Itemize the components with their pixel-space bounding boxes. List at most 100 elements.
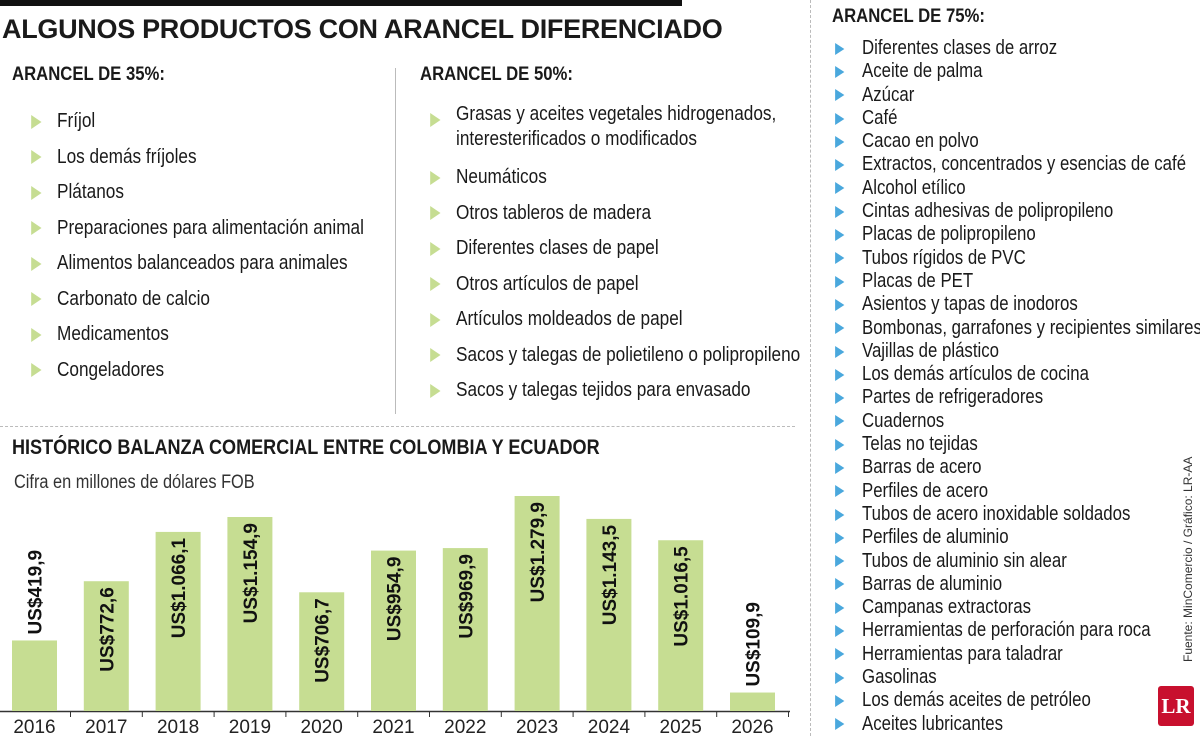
bullet-triangle-icon — [835, 438, 845, 451]
bullet-triangle-icon — [835, 625, 845, 638]
category-label: 2017 — [85, 717, 127, 736]
list-item: Los demás fríjoles — [31, 140, 364, 176]
list-item: Herramientas para taladrar — [835, 643, 1200, 666]
list-item: Perfiles de acero — [835, 480, 1200, 503]
bar-2020 — [299, 592, 345, 711]
bullet-triangle-icon — [835, 578, 845, 591]
bullet-triangle-icon — [835, 135, 845, 148]
bullet-triangle-icon — [430, 348, 441, 363]
bullet-triangle-icon — [835, 694, 845, 707]
list-item: Sacos y talegas tejidos para envasado — [430, 373, 800, 409]
list-item: Aceite de palma — [835, 60, 1200, 83]
bullet-triangle-icon — [31, 327, 42, 342]
category-label: 2021 — [372, 717, 414, 736]
bullet-triangle-icon — [430, 277, 441, 292]
section-divider — [0, 426, 795, 427]
bullet-triangle-icon — [835, 671, 845, 684]
list-item: Barras de acero — [835, 456, 1200, 479]
bar-2016 — [12, 640, 57, 711]
list-item: Grasas y aceites vegetales hidrogenados,… — [430, 100, 800, 160]
data-label: US$772,6 — [97, 587, 118, 672]
data-label: US$706,7 — [313, 598, 334, 683]
bar-2017 — [83, 581, 129, 711]
list-item: Fríjol — [31, 104, 364, 140]
data-label: US$969,9 — [456, 554, 477, 639]
bar-2018 — [155, 531, 201, 711]
list-item: Los demás artículos de cocina — [835, 363, 1200, 386]
bullet-triangle-icon — [430, 312, 441, 327]
category-label: 2026 — [731, 717, 773, 736]
bullet-triangle-icon — [31, 292, 42, 307]
data-label: US$1.066,1 — [169, 537, 190, 638]
category-label: 2022 — [444, 717, 486, 736]
data-label: US$1.154,9 — [241, 523, 262, 623]
bullet-triangle-icon — [31, 114, 42, 129]
list-item: Diferentes clases de papel — [430, 231, 800, 267]
category-label: 2025 — [660, 717, 702, 736]
list-item: Campanas extractoras — [835, 596, 1200, 619]
list-item: Plátanos — [31, 175, 364, 211]
bullet-triangle-icon — [835, 601, 845, 614]
list-item: Alcohol etílico — [835, 177, 1200, 200]
bullet-triangle-icon — [835, 42, 845, 55]
bullet-triangle-icon — [835, 718, 845, 731]
column-divider — [395, 68, 396, 414]
category-label: 2018 — [157, 717, 199, 736]
bullet-triangle-icon — [835, 485, 845, 498]
arancel-75-list: Diferentes clases de arroz Aceite de palm… — [835, 37, 1200, 736]
list-item: Cuadernos — [835, 410, 1200, 433]
data-label: US$419,9 — [26, 550, 47, 635]
arancel-35-list: Fríjol Los demás fríjoles Plátanos Preparac… — [31, 104, 414, 389]
bullet-triangle-icon — [835, 205, 845, 218]
list-item: Alimentos balanceados para animales — [31, 246, 364, 282]
chart-subtitle: Cifra en millones de dólares FOB — [14, 472, 255, 493]
list-item: Telas no tejidas — [835, 433, 1200, 456]
bullet-triangle-icon — [31, 150, 42, 165]
list-item: Cacao en polvo — [835, 130, 1200, 153]
list-item: Los demás aceites de petróleo — [835, 689, 1200, 712]
bullet-triangle-icon — [835, 112, 845, 125]
bar-2025 — [658, 540, 704, 711]
right-column-divider — [810, 0, 811, 736]
data-label: US$109,9 — [744, 602, 765, 687]
list-item: Perfiles de aluminio — [835, 526, 1200, 549]
list-item: Placas de polipropileno — [835, 223, 1200, 246]
bullet-triangle-icon — [835, 275, 845, 288]
bullet-triangle-icon — [430, 241, 441, 256]
arancel-50-title: ARANCEL DE 50%: — [420, 64, 573, 85]
bar-2026 — [730, 692, 775, 711]
data-label: US$954,9 — [385, 557, 406, 642]
bullet-triangle-icon — [430, 113, 441, 127]
category-label: 2016 — [13, 717, 55, 736]
bullet-triangle-icon — [835, 89, 845, 102]
arancel-75-title: ARANCEL DE 75%: — [832, 6, 985, 27]
bullet-triangle-icon — [835, 229, 845, 242]
list-item: Barras de aluminio — [835, 573, 1200, 596]
bullet-triangle-icon — [31, 221, 42, 236]
list-item: Carbonato de calcio — [31, 282, 364, 318]
list-item: Azúcar — [835, 84, 1200, 107]
list-item: Diferentes clases de arroz — [835, 37, 1200, 60]
bullet-triangle-icon — [31, 256, 42, 271]
bullet-triangle-icon — [835, 508, 845, 521]
arancel-50-list: Grasas y aceites vegetales hidrogenados,… — [430, 100, 856, 409]
data-label: US$1.279,9 — [528, 502, 549, 602]
bullet-triangle-icon — [835, 182, 845, 195]
bullet-triangle-icon — [835, 298, 845, 311]
list-item: Otros artículos de papel — [430, 267, 800, 303]
data-label: US$1.016,5 — [672, 546, 693, 647]
list-item: Extractos, concentrados y esencias de ca… — [835, 153, 1200, 176]
bar-2023 — [514, 496, 560, 711]
bullet-triangle-icon — [430, 170, 441, 185]
bullet-triangle-icon — [835, 392, 845, 405]
list-item: Cintas adhesivas de polipropileno — [835, 200, 1200, 223]
list-item: Congeladores — [31, 353, 364, 389]
bar-2022 — [442, 548, 488, 711]
bar-2024 — [586, 518, 632, 711]
list-item: Café — [835, 107, 1200, 130]
category-label: 2023 — [516, 717, 558, 736]
arancel-35-title: ARANCEL DE 35%: — [12, 64, 165, 85]
data-label: US$1.143,5 — [600, 524, 621, 625]
list-item: Artículos moldeados de papel — [430, 302, 800, 338]
bar-chart: US$419,9 2016 US$772,6 2017 US$1.066,1 2018 US… — [0, 496, 790, 736]
